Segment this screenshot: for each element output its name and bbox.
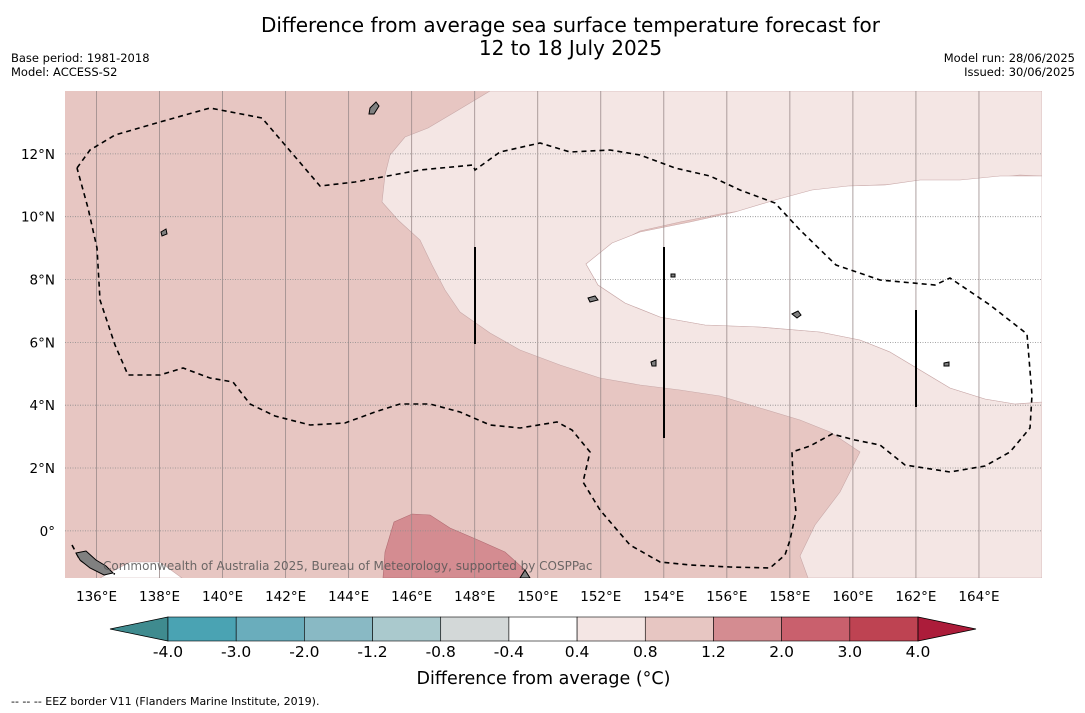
model-name: Model: ACCESS-S2 bbox=[11, 65, 118, 79]
island-small-1 bbox=[670, 273, 676, 278]
lon-tick-label: 142°E bbox=[265, 589, 306, 605]
colorbar-tick-label: -0.4 bbox=[493, 643, 525, 661]
lon-tick-label: 140°E bbox=[202, 589, 243, 605]
colorbar-tick-label: -0.8 bbox=[425, 643, 456, 661]
colorbar-tick-label: 0.4 bbox=[564, 643, 590, 661]
meta-left: Base period: 1981-2018 Model: ACCESS-S2 bbox=[11, 51, 150, 79]
lon-tick-label: 164°E bbox=[958, 589, 999, 605]
colorbar-tick-label: -2.0 bbox=[289, 643, 320, 661]
lat-tick-label: 2°N bbox=[30, 461, 55, 477]
anomaly-band-neutral-sw bbox=[99, 561, 183, 578]
lon-tick-label: 158°E bbox=[769, 589, 810, 605]
island-pohnpei bbox=[791, 310, 802, 319]
colorbar-tick-label: 0.8 bbox=[632, 643, 658, 661]
colorbar-segment bbox=[304, 616, 373, 642]
colorbar-segment bbox=[508, 616, 578, 642]
island-guam bbox=[368, 101, 380, 115]
model-run: Model run: 28/06/2025 bbox=[943, 51, 1075, 65]
lat-tick-label: 8°N bbox=[30, 273, 55, 289]
meta-right: Model run: 28/06/2025 Issued: 30/06/2025 bbox=[944, 51, 1075, 79]
lat-tick-label: 4°N bbox=[30, 398, 55, 414]
island-chuuk bbox=[587, 295, 599, 303]
colorbar-extend-low bbox=[109, 616, 169, 642]
colorbar-tick-label: 4.0 bbox=[905, 643, 931, 661]
lon-tick-label: 144°E bbox=[328, 589, 369, 605]
lon-tick-label: 148°E bbox=[454, 589, 495, 605]
land-new-guinea bbox=[75, 550, 114, 576]
colorbar-segment bbox=[713, 616, 782, 642]
colorbar-tick-label: 1.2 bbox=[701, 643, 726, 661]
colorbar bbox=[109, 616, 977, 642]
colorbar-segment bbox=[167, 616, 237, 642]
land-and-islands bbox=[75, 101, 950, 578]
lon-tick-labels: 136°E 138°E 140°E 142°E 144°E 146°E 148°E 150°E… bbox=[76, 589, 1000, 605]
issued-date: Issued: 30/06/2025 bbox=[964, 65, 1075, 79]
lat-tick-label: 6°N bbox=[30, 335, 55, 351]
lat-tick-label: 10°N bbox=[21, 210, 55, 226]
colorbar-segment bbox=[644, 616, 714, 642]
colorbar-segment bbox=[372, 616, 442, 642]
lon-tick-label: 136°E bbox=[76, 589, 117, 605]
colorbar-extend-high bbox=[917, 616, 977, 642]
island-yap bbox=[160, 228, 168, 237]
map-fields bbox=[65, 91, 1042, 578]
lon-tick-label: 138°E bbox=[139, 589, 180, 605]
base-period: Base period: 1981-2018 bbox=[11, 51, 150, 65]
colorbar-segment bbox=[576, 616, 646, 642]
colorbar-segment bbox=[849, 616, 919, 642]
island-kosrae bbox=[943, 361, 950, 367]
colorbar-title: Difference from average (°C) bbox=[416, 669, 671, 689]
lat-tick-label: 0° bbox=[40, 524, 55, 540]
lon-tick-label: 160°E bbox=[832, 589, 873, 605]
anomaly-band-neutral bbox=[585, 175, 1042, 405]
colorbar-tick-label: 2.0 bbox=[769, 643, 794, 661]
lat-tick-label: 12°N bbox=[21, 147, 55, 163]
island-manus bbox=[519, 569, 531, 578]
map-title-line1: Difference from average sea surface temp… bbox=[260, 13, 880, 37]
colorbar-tick-label: -1.2 bbox=[357, 643, 388, 661]
colorbar-segment bbox=[781, 616, 851, 642]
map-title-line2: 12 to 18 July 2025 bbox=[478, 36, 663, 60]
map-title: Difference from average sea surface temp… bbox=[0, 14, 1085, 60]
colorbar-segment bbox=[440, 616, 510, 642]
colorbar-tick-label: -4.0 bbox=[152, 643, 184, 661]
lon-tick-label: 156°E bbox=[706, 589, 747, 605]
lon-tick-label: 150°E bbox=[517, 589, 558, 605]
lon-tick-label: 154°E bbox=[643, 589, 684, 605]
lat-tick-labels: 12°N 10°N 8°N 6°N 4°N 2°N 0° bbox=[21, 147, 55, 540]
anomaly-band-0.4-0.8 bbox=[381, 91, 1042, 578]
colorbar-tick-label: -3.0 bbox=[221, 643, 252, 661]
lon-tick-label: 146°E bbox=[391, 589, 432, 605]
attribution: Commonwealth of Australia 2025, Bureau o… bbox=[103, 559, 593, 573]
lon-tick-label: 152°E bbox=[580, 589, 621, 605]
lon-tick-label: 162°E bbox=[895, 589, 936, 605]
legend-footer: -- -- -- EEZ border V11 (Flanders Marine… bbox=[11, 695, 320, 708]
island-small-2 bbox=[650, 359, 657, 367]
colorbar-tick-label: 3.0 bbox=[837, 643, 863, 661]
colorbar-segment bbox=[235, 616, 305, 642]
transect-lines bbox=[474, 247, 917, 438]
eez-border-fsm-west bbox=[76, 107, 1033, 569]
